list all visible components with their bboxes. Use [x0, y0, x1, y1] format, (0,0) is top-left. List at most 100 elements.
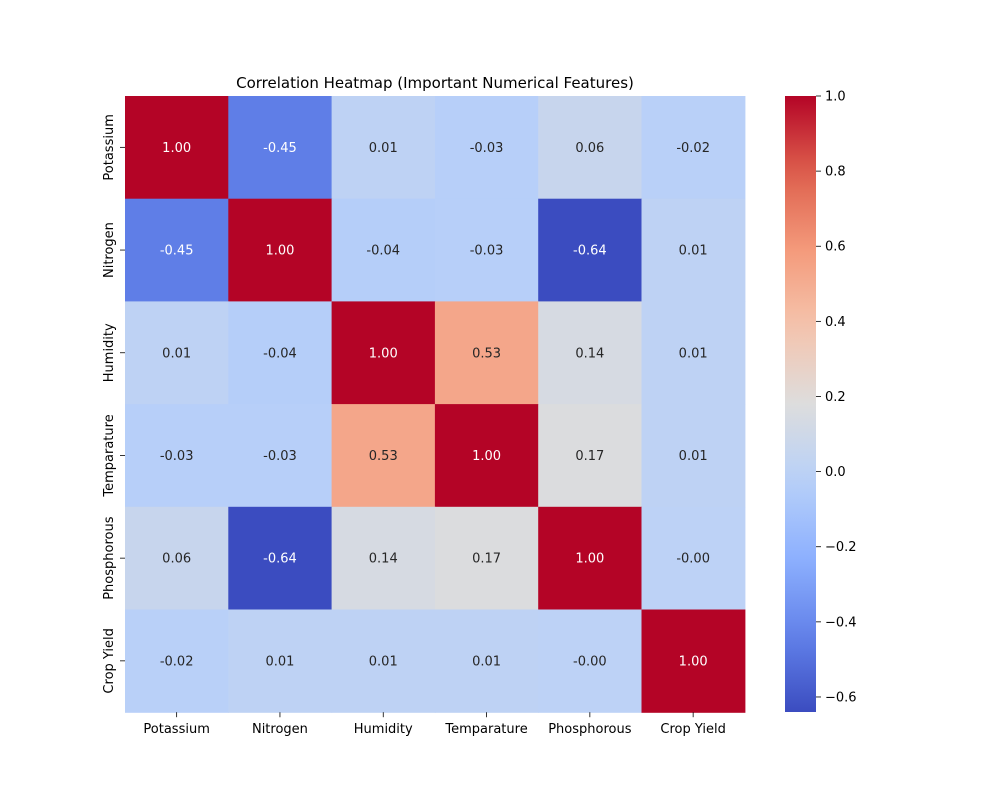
heatmap-cell — [125, 198, 229, 302]
x-tick-label: Nitrogen — [252, 722, 308, 737]
y-tick-label: Phosphorous — [102, 516, 117, 600]
cell-value-label: -0.64 — [573, 244, 607, 259]
heatmap-cell — [434, 301, 539, 405]
colorbar-gradient — [785, 96, 816, 712]
x-tick-label: Temparature — [444, 722, 527, 737]
heatmap-cell — [125, 404, 229, 508]
cell-value-label: -0.45 — [160, 244, 194, 259]
colorbar-tick-label: 0.8 — [825, 165, 846, 180]
chart-title: Correlation Heatmap (Important Numerical… — [236, 74, 634, 92]
colorbar-tick-label: 0.2 — [825, 390, 846, 405]
cell-value-label: 0.01 — [265, 654, 294, 669]
heatmap-cell — [538, 96, 643, 200]
colorbar-tick-label: 0.4 — [825, 315, 846, 330]
cell-value-label: -0.03 — [160, 449, 194, 464]
cell-value-label: -0.04 — [366, 244, 400, 259]
heatmap-cell — [228, 301, 333, 405]
cell-value-label: -0.02 — [160, 654, 194, 669]
heatmap-cell — [641, 301, 746, 405]
y-tick-label: Temparature — [102, 414, 117, 497]
heatmap-cell — [125, 96, 229, 200]
y-tick-label: Humidity — [102, 323, 117, 382]
heatmap-cell — [641, 506, 746, 611]
cell-value-label: -0.03 — [263, 449, 297, 464]
colorbar-tick-label: 0.0 — [825, 465, 846, 480]
colorbar-tick-label: −0.6 — [825, 690, 857, 705]
cell-value-label: 0.01 — [679, 244, 708, 259]
heatmap-cell — [228, 506, 333, 611]
heatmap-cell — [434, 609, 539, 713]
cell-value-label: 0.53 — [369, 449, 398, 464]
y-tick-label: Potassium — [102, 114, 117, 180]
x-tick-label: Phosphorous — [548, 722, 632, 737]
cell-value-label: 0.01 — [369, 654, 398, 669]
heatmap-cell — [331, 301, 436, 405]
cell-value-label: 0.14 — [369, 552, 398, 567]
cell-value-label: -0.00 — [573, 654, 607, 669]
x-tick-label: Humidity — [354, 722, 413, 737]
heatmap-cell — [641, 404, 746, 508]
cell-value-label: 0.14 — [575, 346, 604, 361]
cell-value-label: 1.00 — [369, 346, 398, 361]
cell-value-label: -0.64 — [263, 552, 297, 567]
heatmap-cell — [125, 609, 229, 713]
x-tick-label: Potassium — [143, 722, 209, 737]
heatmap-cell — [125, 301, 229, 405]
cell-value-label: -0.45 — [263, 141, 297, 156]
heatmap-cells: 1.00 -0.45 0.01 -0.03 0.06 -0.02 -0.45 1.00 -0.0… — [125, 96, 746, 713]
colorbar: −0.6 −0.4 −0.2 0.0 0.2 0.4 0.6 0.8 1.0 — [785, 90, 857, 712]
heatmap-cell — [228, 96, 333, 200]
colorbar-tick-label: 1.0 — [825, 90, 846, 105]
heatmap-cell — [434, 96, 539, 200]
heatmap-cell — [434, 404, 539, 508]
cell-value-label: 1.00 — [472, 449, 501, 464]
cell-value-label: 0.06 — [162, 552, 191, 567]
cell-value-label: 1.00 — [679, 654, 708, 669]
heatmap-cell — [228, 404, 333, 508]
cell-value-label: 0.01 — [679, 449, 708, 464]
cell-value-label: 1.00 — [162, 141, 191, 156]
y-axis: Potassium Nitrogen Humidity Temparature Phos… — [102, 114, 125, 694]
heatmap-cell — [331, 96, 436, 200]
cell-value-label: 0.01 — [679, 346, 708, 361]
heatmap-cell — [641, 198, 746, 302]
cell-value-label: 0.06 — [575, 141, 604, 156]
cell-value-label: 0.01 — [162, 346, 191, 361]
cell-value-label: 0.17 — [472, 552, 501, 567]
heatmap-cell — [331, 506, 436, 611]
x-tick-label: Crop Yield — [660, 722, 725, 737]
heatmap-cell — [228, 198, 333, 302]
colorbar-tick-label: 0.6 — [825, 240, 846, 255]
heatmap-cell — [538, 506, 643, 611]
cell-value-label: -0.02 — [676, 141, 710, 156]
heatmap-cell — [331, 609, 436, 713]
heatmap-cell — [331, 198, 436, 302]
cell-value-label: 1.00 — [265, 244, 294, 259]
cell-value-label: 0.01 — [472, 654, 501, 669]
heatmap-cell — [125, 506, 229, 611]
cell-value-label: 0.01 — [369, 141, 398, 156]
cell-value-label: -0.03 — [470, 244, 504, 259]
heatmap-cell — [538, 609, 643, 713]
heatmap-cell — [538, 198, 643, 302]
cell-value-label: -0.00 — [676, 552, 710, 567]
cell-value-label: 1.00 — [575, 552, 604, 567]
heatmap-cell — [641, 96, 746, 200]
y-tick-label: Crop Yield — [102, 628, 117, 693]
heatmap-cell — [331, 404, 436, 508]
cell-value-label: -0.03 — [470, 141, 504, 156]
colorbar-tick-label: −0.4 — [825, 615, 857, 630]
cell-value-label: -0.04 — [263, 346, 297, 361]
x-axis: Potassium Nitrogen Humidity Temparature Phos… — [143, 712, 726, 737]
cell-value-label: 0.53 — [472, 346, 501, 361]
heatmap-cell — [538, 301, 643, 405]
y-tick-label: Nitrogen — [102, 222, 117, 278]
heatmap-cell — [434, 198, 539, 302]
cell-value-label: 0.17 — [575, 449, 604, 464]
heatmap-cell — [538, 404, 643, 508]
colorbar-tick-label: −0.2 — [825, 540, 857, 555]
heatmap-cell — [228, 609, 333, 713]
heatmap-cell — [641, 609, 746, 713]
heatmap-cell — [434, 506, 539, 611]
